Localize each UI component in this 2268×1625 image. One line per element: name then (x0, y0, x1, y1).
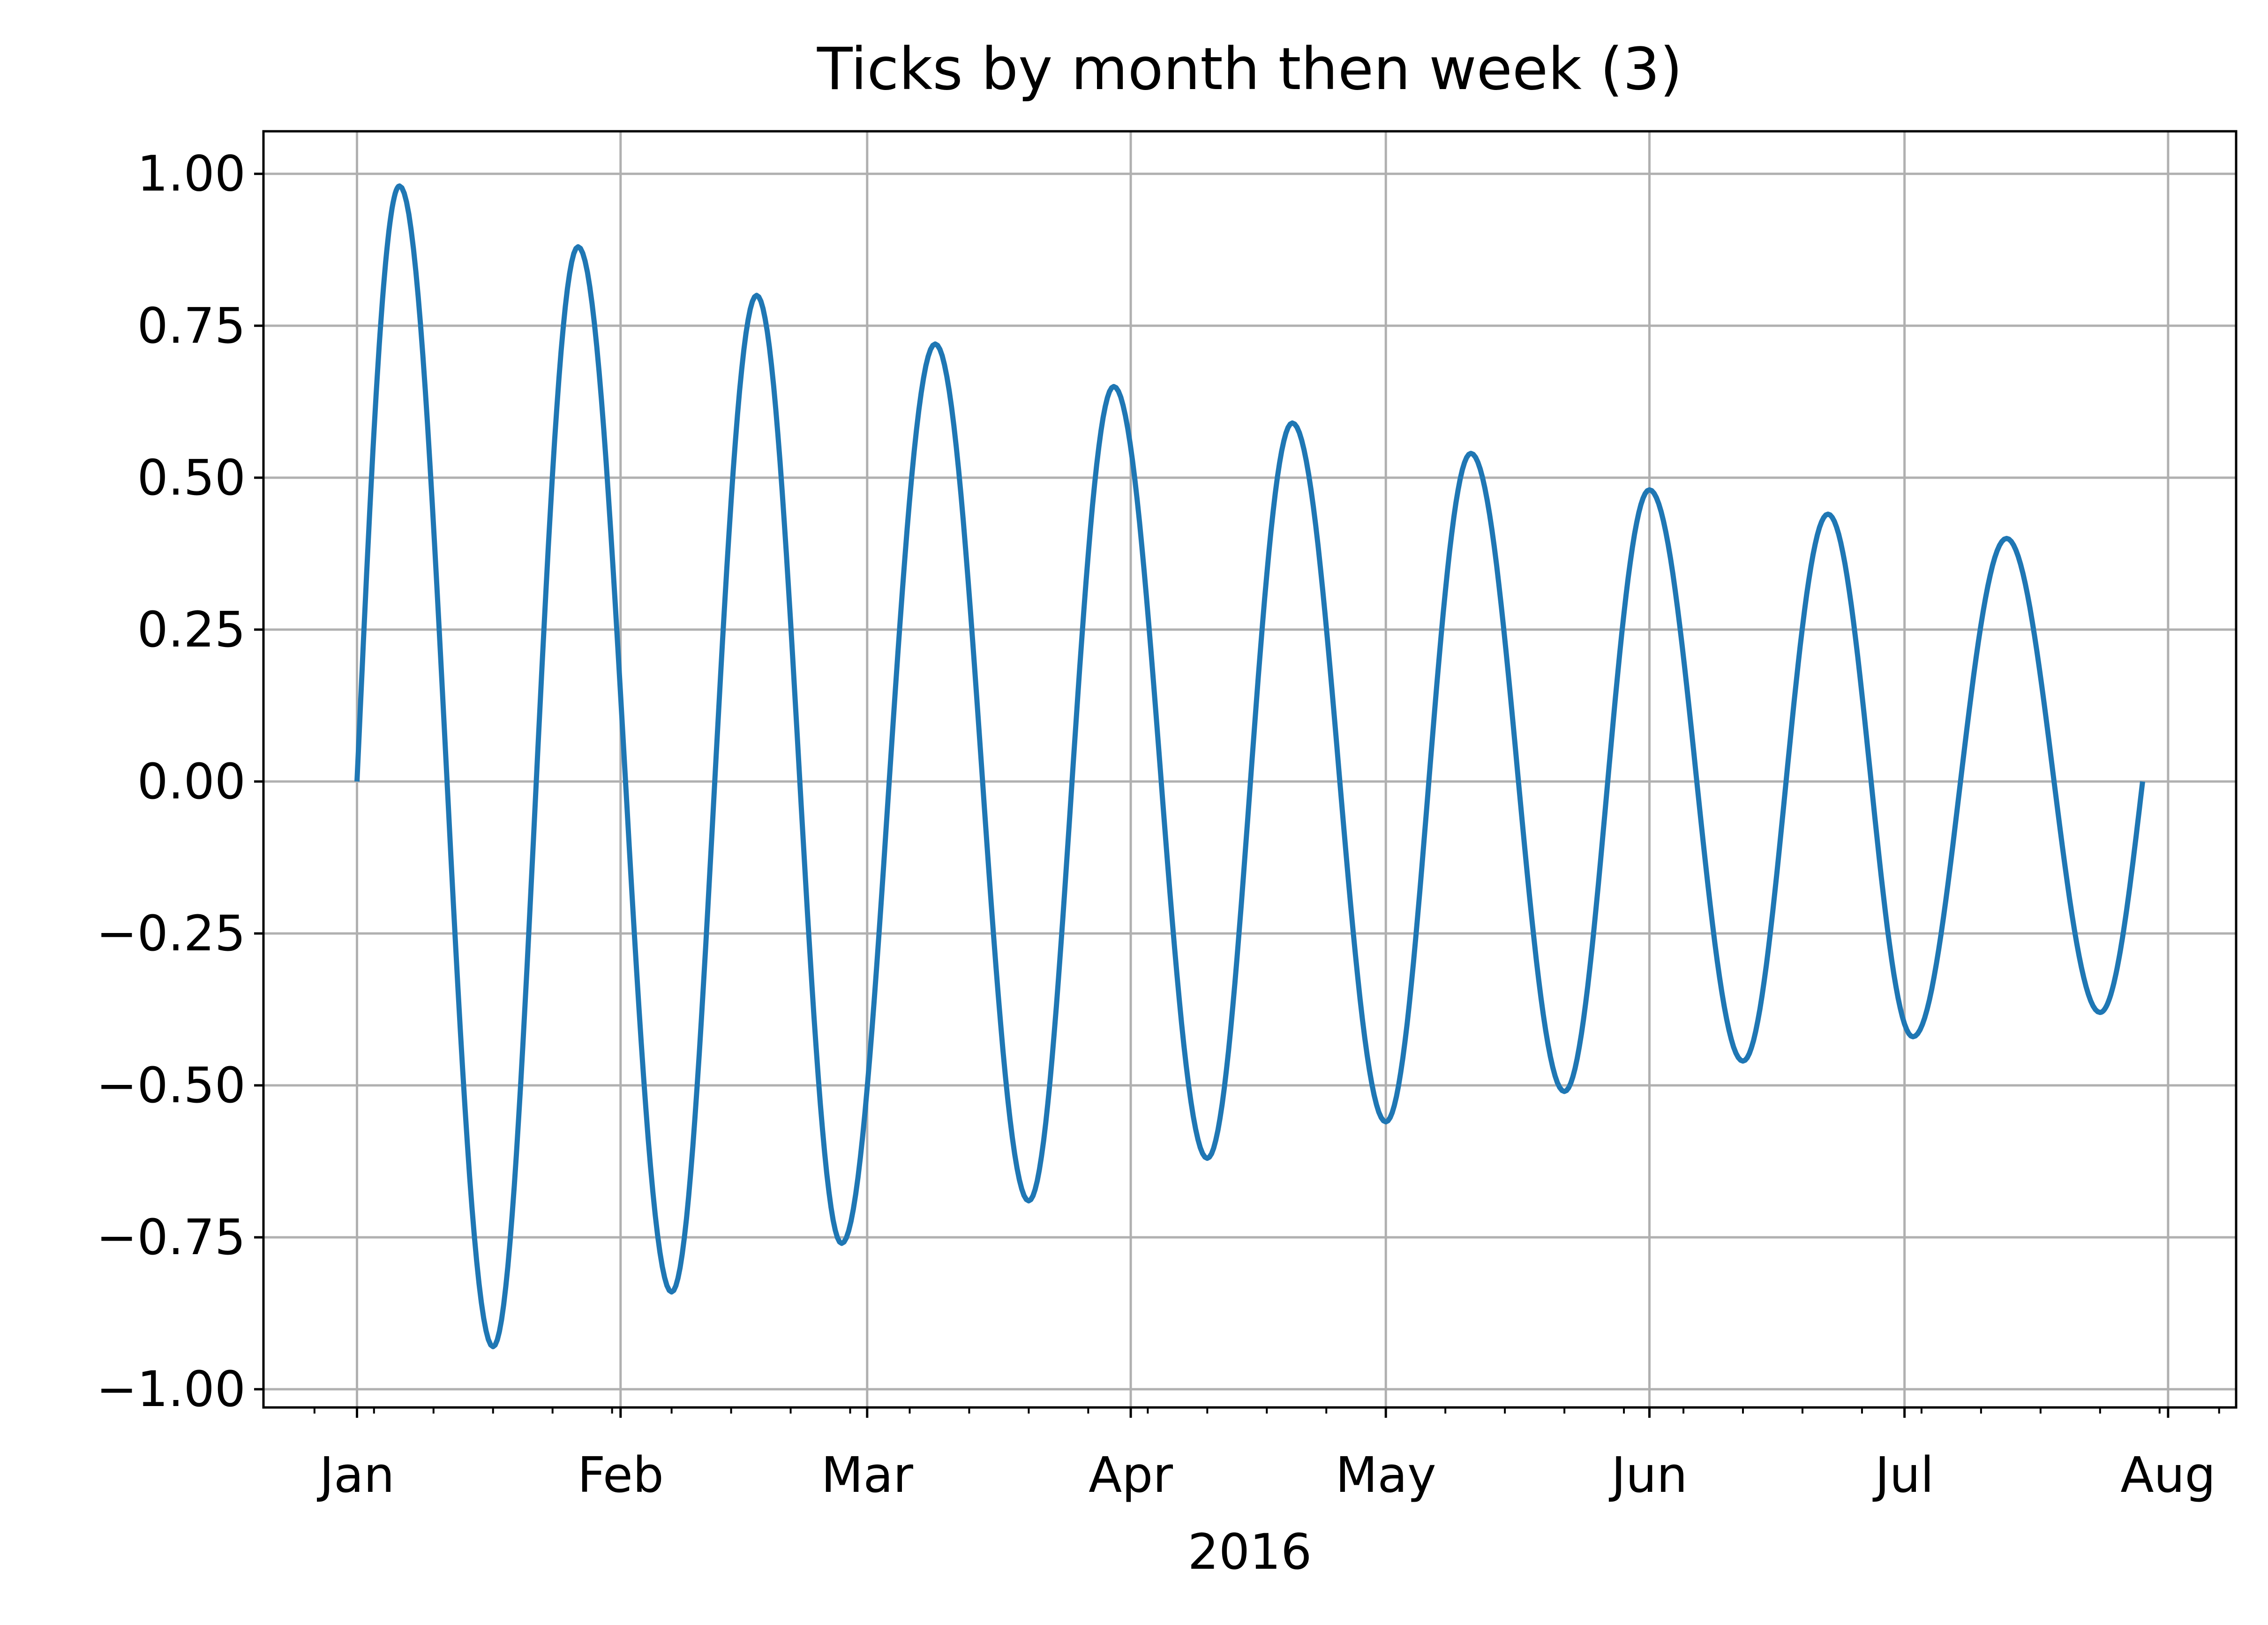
x-tick-label: Apr (1089, 1446, 1173, 1504)
y-tick-label: 1.00 (137, 145, 246, 203)
y-tick-label: −1.00 (96, 1361, 246, 1418)
y-tick-label: 0.75 (137, 297, 246, 354)
y-tick-label: −0.25 (96, 905, 246, 962)
axis-ticks (254, 173, 2220, 1418)
x-axis-title: 2016 (1188, 1523, 1312, 1580)
y-tick-label: −0.50 (96, 1057, 246, 1114)
x-tick-label: Jul (1872, 1446, 1934, 1504)
x-tick-label: May (1336, 1446, 1436, 1504)
x-tick-label: Aug (2120, 1446, 2215, 1504)
chart-title: Ticks by month then week (3) (817, 36, 1682, 103)
x-tick-label: Jun (1608, 1446, 1688, 1504)
y-tick-label: 0.25 (137, 601, 246, 658)
y-tick-label: 0.50 (137, 449, 246, 506)
series-line (354, 183, 2145, 1349)
series-layer (354, 183, 2145, 1349)
tick-labels: 1.00 0.75 0.50 0.25 0.00 −0.25 −0.50 −0.75 −1.00… (96, 145, 2215, 1504)
plot-frame (262, 130, 2238, 1409)
y-tick-label: −0.75 (96, 1209, 246, 1266)
x-tick-label: Jan (316, 1446, 394, 1504)
y-tick-label: 0.00 (137, 753, 246, 810)
x-tick-label: Mar (821, 1446, 913, 1504)
x-tick-label: Feb (578, 1446, 664, 1504)
